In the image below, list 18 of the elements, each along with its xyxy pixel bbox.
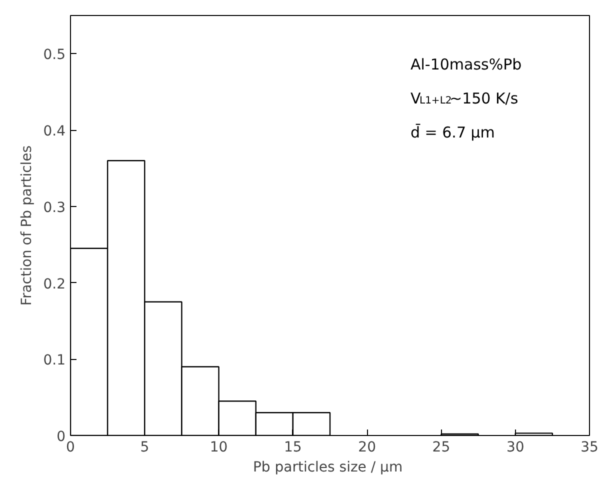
- y-tick-label: 0.2: [43, 276, 66, 292]
- x-tick-label: 25: [432, 440, 450, 456]
- x-tick-label: 30: [506, 440, 524, 456]
- y-axis-title: Fraction of Pb particles: [19, 145, 36, 306]
- annotation: Al-10mass%Pb: [410, 56, 522, 74]
- y-tick-label: 0: [56, 429, 66, 445]
- x-tick-label: 15: [284, 440, 302, 456]
- y-tick-label: 0.3: [43, 200, 66, 216]
- annotation: VL1+L2~150 K/s: [410, 90, 518, 108]
- y-tick-label: 0.5: [43, 47, 66, 64]
- y-tick-label: 0.4: [43, 124, 66, 140]
- x-tick-label: 20: [358, 440, 376, 456]
- x-axis-title: Pb particles size / µm: [252, 460, 403, 476]
- x-tick-label: 5: [140, 440, 150, 456]
- y-tick-label: 0.1: [43, 352, 66, 369]
- annotation: d̄ = 6.7 µm: [410, 122, 495, 142]
- x-tick-label: 10: [210, 440, 228, 456]
- x-tick-label: 35: [580, 440, 598, 456]
